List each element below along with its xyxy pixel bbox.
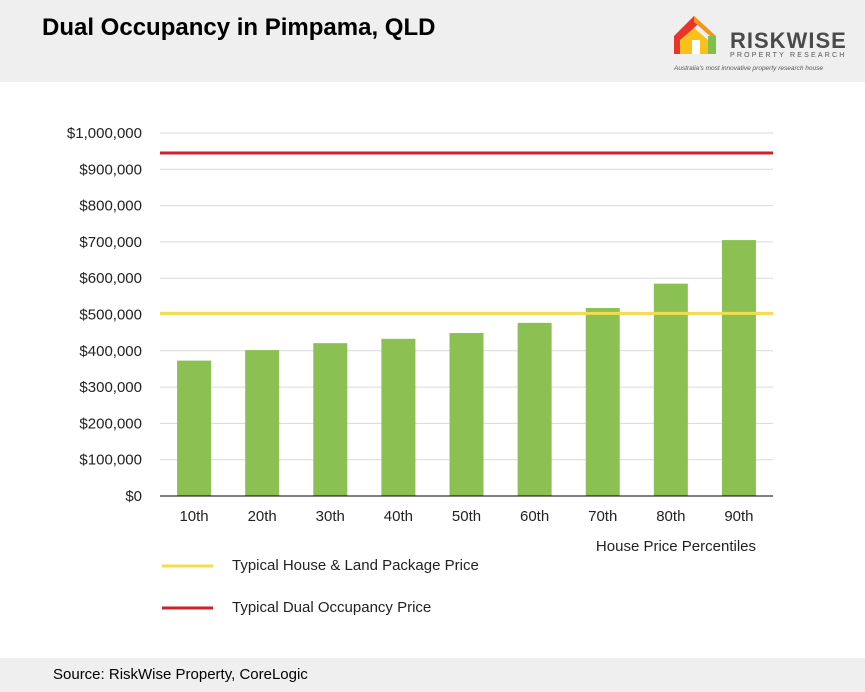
y-tick-label: $200,000: [79, 415, 142, 432]
bar-30th: [313, 343, 348, 496]
y-tick-label: $0: [125, 488, 142, 505]
bar-60th: [517, 322, 552, 496]
legend-label: Typical House & Land Package Price: [232, 557, 479, 574]
x-tick-label: 30th: [316, 508, 345, 525]
chart-title: Dual Occupancy in Pimpama, QLD: [42, 14, 436, 41]
x-tick-label: 90th: [724, 508, 753, 525]
bar-90th: [721, 240, 756, 496]
bar-chart: $0 $100,000 $200,000 $300,000 $400,000 $500,0…: [67, 125, 773, 616]
y-tick-label: $600,000: [79, 270, 142, 287]
bars: [177, 240, 756, 496]
legend: Typical House & Land Package Price Typica…: [162, 557, 479, 616]
x-tick-label: 50th: [452, 508, 481, 525]
x-tick-label: 80th: [656, 508, 685, 525]
legend-label: Typical Dual Occupancy Price: [232, 599, 431, 616]
logo-tagline: Australia's most innovative property res…: [674, 65, 824, 72]
bar-40th: [381, 338, 416, 496]
bar-80th: [653, 283, 688, 496]
house-logo-icon: [674, 16, 716, 54]
y-axis-tick-labels: $0 $100,000 $200,000 $300,000 $400,000 $500,0…: [67, 125, 142, 505]
x-tick-label: 40th: [384, 508, 413, 525]
x-axis-label: House Price Percentiles: [596, 538, 756, 555]
bar-50th: [449, 333, 484, 496]
y-tick-label: $900,000: [79, 161, 142, 178]
logo-name: RISKWISE: [730, 28, 847, 53]
y-tick-label: $100,000: [79, 452, 142, 469]
bar-10th: [177, 360, 212, 496]
x-tick-label: 20th: [248, 508, 277, 525]
x-tick-label: 70th: [588, 508, 617, 525]
riskwise-logo: RISKWISE PROPERTY RESEARCH Australia's m…: [670, 10, 855, 80]
x-tick-label: 10th: [179, 508, 208, 525]
x-tick-label: 60th: [520, 508, 549, 525]
y-tick-label: $500,000: [79, 307, 142, 324]
y-tick-label: $1,000,000: [67, 125, 142, 142]
x-axis-tick-labels: 10th 20th 30th 40th 50th 60th 70th 80th 90th: [179, 508, 753, 525]
reference-lines: [160, 151, 773, 315]
y-tick-label: $400,000: [79, 343, 142, 360]
y-tick-label: $800,000: [79, 198, 142, 215]
y-tick-label: $700,000: [79, 234, 142, 251]
y-tick-label: $300,000: [79, 379, 142, 396]
source-note: Source: RiskWise Property, CoreLogic: [53, 666, 308, 683]
bar-70th: [585, 307, 620, 496]
bar-20th: [245, 350, 280, 496]
header-bar: Dual Occupancy in Pimpama, QLD RISKWISE …: [0, 0, 865, 82]
logo-subtitle: PROPERTY RESEARCH: [730, 52, 847, 59]
footer-bar: Source: RiskWise Property, CoreLogic: [0, 658, 865, 692]
